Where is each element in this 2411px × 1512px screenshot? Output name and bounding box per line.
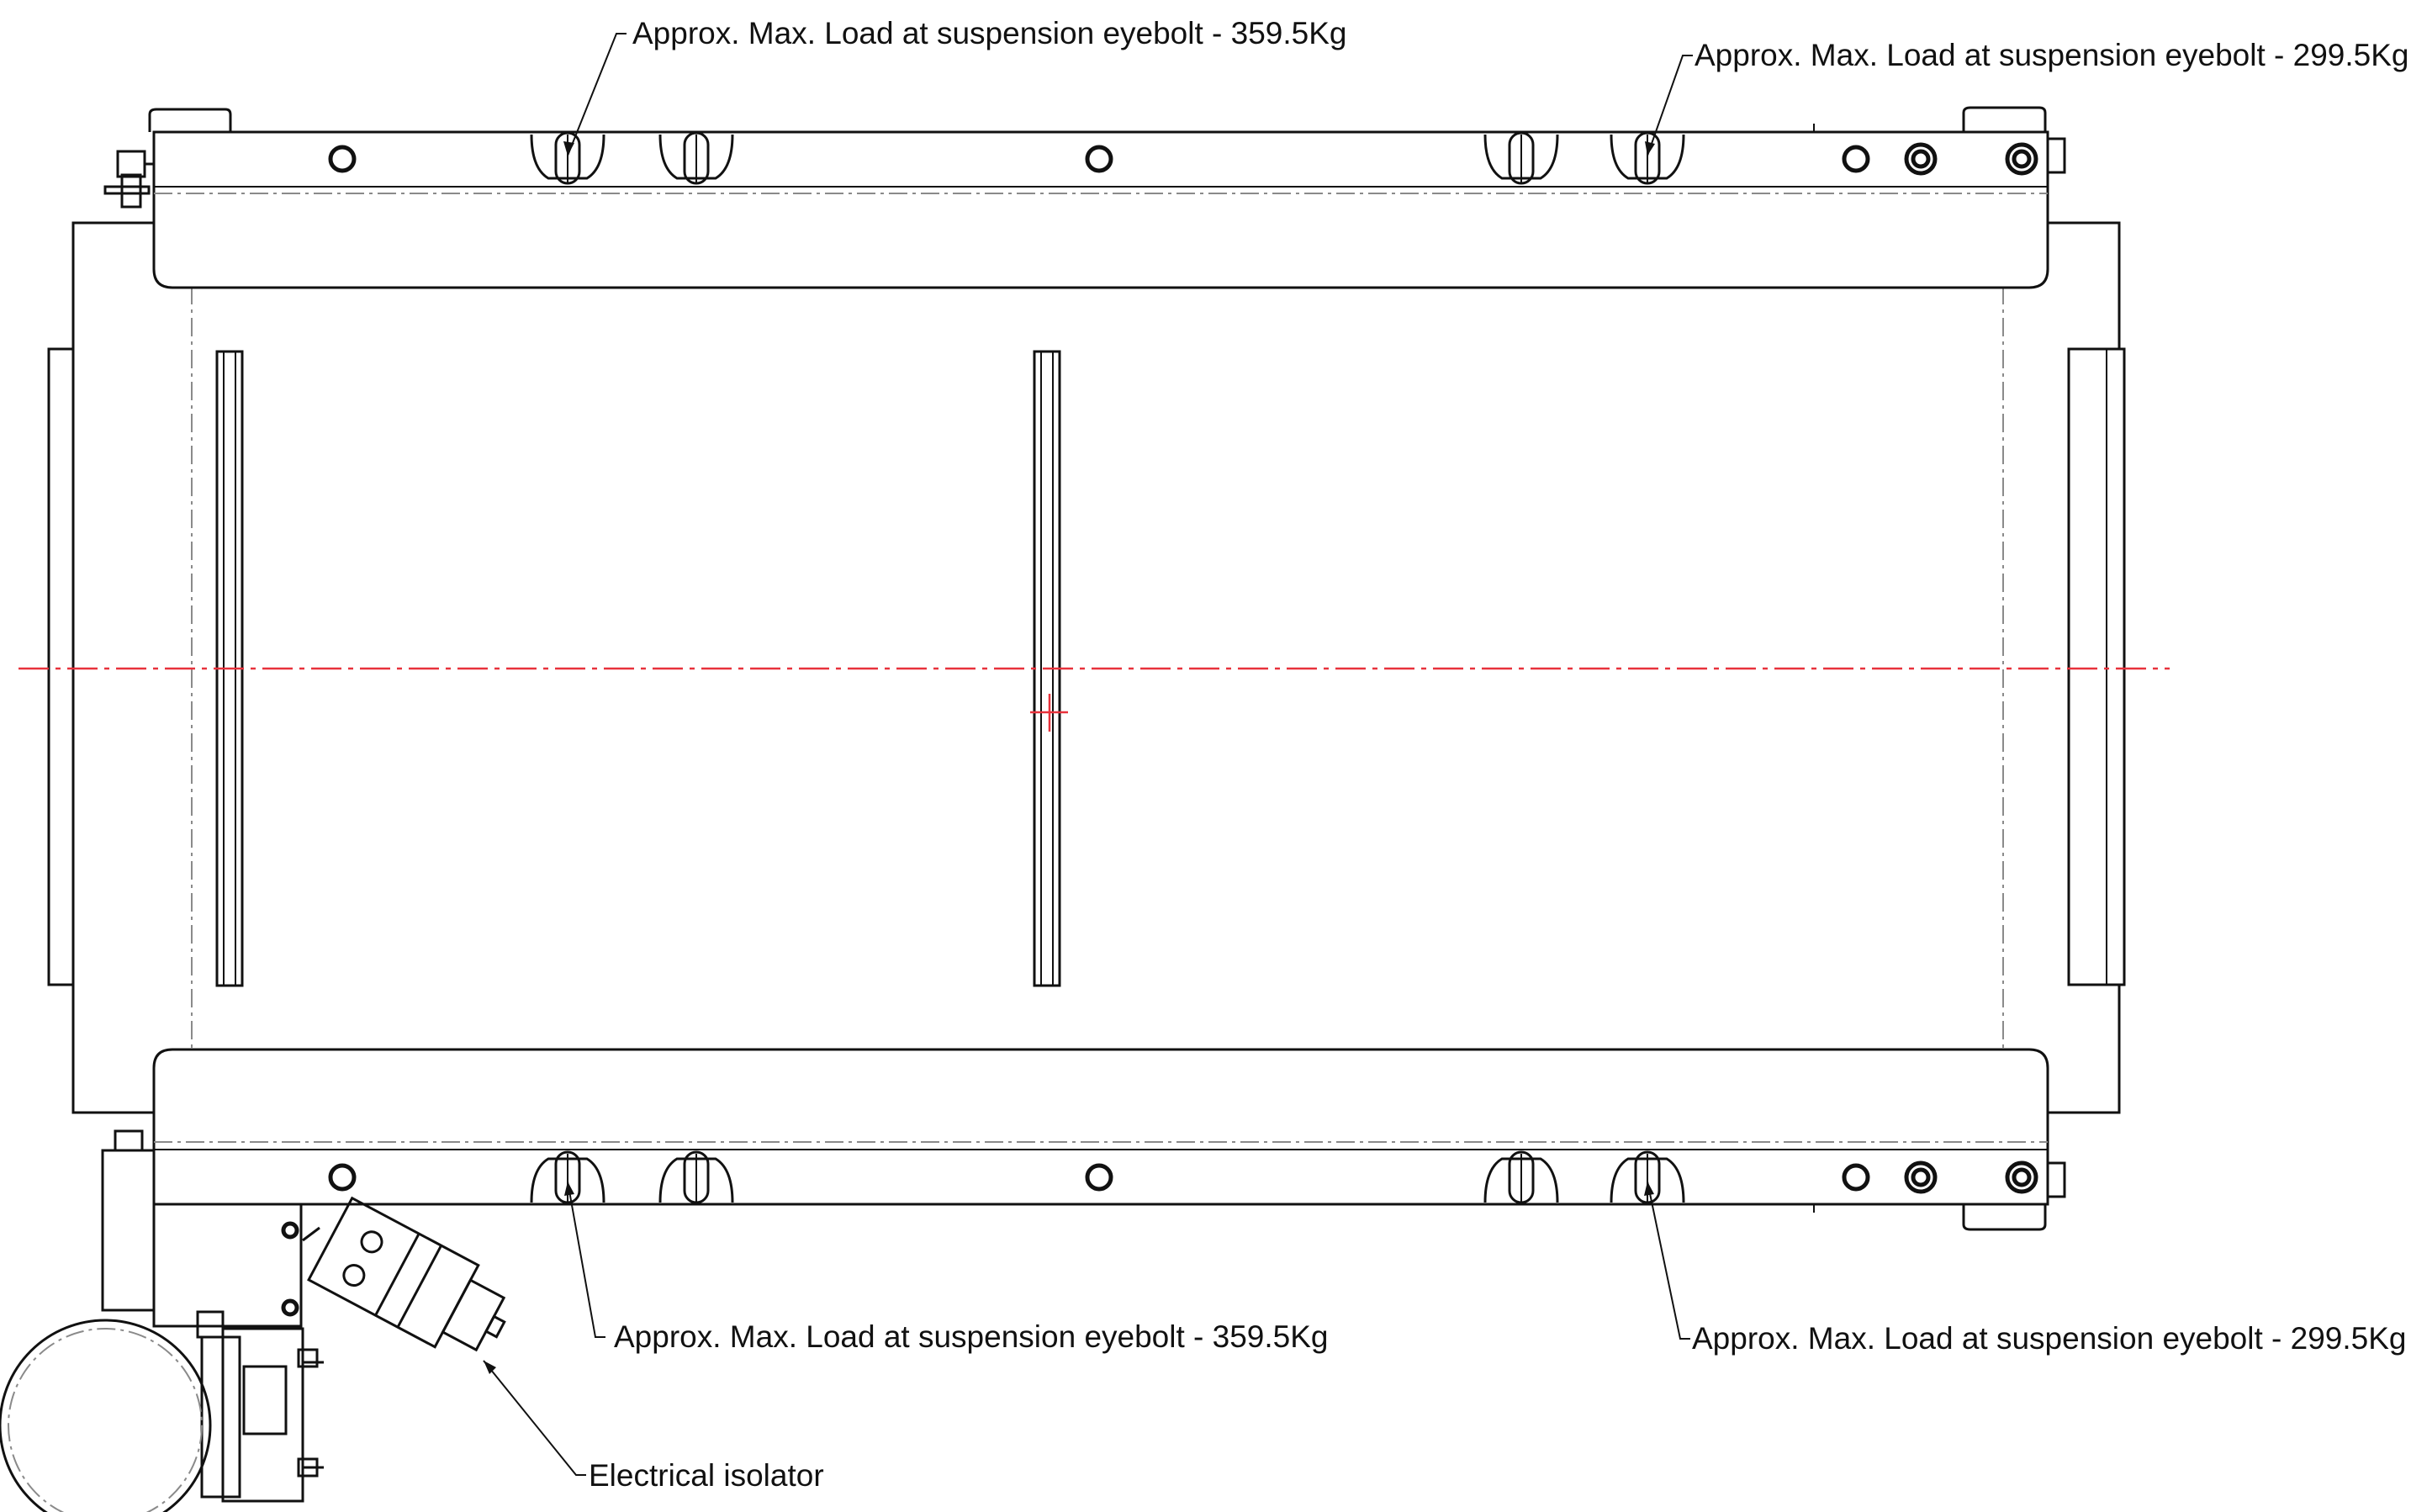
electrical-isolator [307, 1196, 506, 1352]
eyebolt-top-3 [1483, 131, 1559, 185]
callout-bottom-right: Approx. Max. Load at suspension eyebolt … [1692, 1321, 2406, 1356]
eyebolt-bottom-4 [1610, 1150, 1685, 1204]
callout-bottom-left: Approx. Max. Load at suspension eyebolt … [614, 1319, 1328, 1354]
callout-electrical-isolator: Electrical isolator [589, 1458, 824, 1493]
eyebolts-bottom [530, 1150, 1685, 1204]
leader-lines [483, 33, 1693, 1476]
holes-bottom [328, 1160, 2038, 1194]
centerline [19, 667, 2170, 732]
eyebolt-top-2 [658, 131, 734, 185]
holes-top [328, 142, 2038, 176]
eyebolt-bottom-3 [1483, 1150, 1559, 1204]
callout-top-left: Approx. Max. Load at suspension eyebolt … [632, 16, 1346, 50]
callout-top-right: Approx. Max. Load at suspension eyebolt … [1695, 38, 2408, 72]
top-rail [103, 106, 2066, 289]
bottom-rail [152, 1048, 2066, 1231]
motor-unit [0, 1129, 324, 1512]
eyebolt-bottom-2 [658, 1150, 734, 1204]
